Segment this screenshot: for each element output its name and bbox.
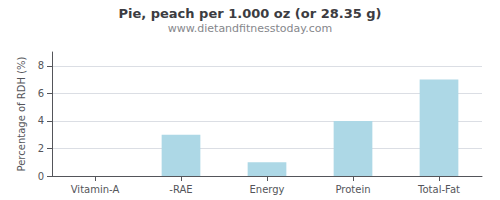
svg-text:Energy: Energy bbox=[249, 184, 284, 195]
svg-text:www.dietandfitnesstoday.com: www.dietandfitnesstoday.com bbox=[168, 22, 332, 35]
svg-text:Vitamin-A: Vitamin-A bbox=[71, 184, 120, 195]
svg-text:Total-Fat: Total-Fat bbox=[417, 184, 460, 195]
svg-text:4: 4 bbox=[38, 115, 44, 126]
svg-text:-RAE: -RAE bbox=[169, 184, 192, 195]
svg-text:0: 0 bbox=[38, 171, 44, 182]
svg-text:2: 2 bbox=[38, 143, 44, 154]
svg-text:8: 8 bbox=[38, 60, 44, 71]
svg-text:Pie, peach per 1.000 oz (or 28: Pie, peach per 1.000 oz (or 28.35 g) bbox=[118, 6, 381, 21]
svg-text:Percentage of RDH (%): Percentage of RDH (%) bbox=[16, 56, 27, 171]
svg-text:6: 6 bbox=[38, 88, 44, 99]
svg-text:Protein: Protein bbox=[335, 184, 370, 195]
